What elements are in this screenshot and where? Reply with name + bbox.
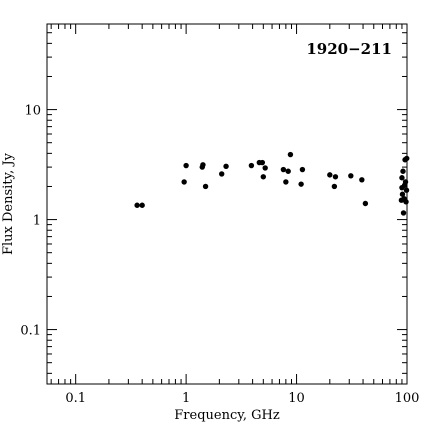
data-point — [331, 183, 338, 190]
data-point — [327, 172, 333, 178]
data-point — [219, 171, 225, 177]
data-point — [399, 175, 405, 181]
data-point — [181, 179, 187, 185]
data-point — [259, 159, 266, 166]
data-point — [399, 191, 406, 197]
y-tick-label: 1 — [33, 214, 41, 229]
x-tick-label: 1 — [182, 391, 190, 406]
data-point — [404, 155, 410, 162]
chart-title: 1920−211 — [306, 40, 392, 58]
y-axis-label: Flux Density, Jy — [1, 152, 16, 255]
data-point — [200, 162, 206, 168]
x-axis-tick-labels: 0.1 1 10 100 — [65, 391, 419, 406]
data-point — [134, 202, 140, 208]
y-axis-tick-labels: 0.1 1 10 — [20, 104, 41, 339]
data-point — [262, 165, 268, 171]
data-point — [285, 168, 291, 174]
data-point — [400, 210, 407, 216]
data-point — [139, 202, 145, 208]
plot-frame — [46, 23, 408, 385]
x-tick-label: 10 — [288, 391, 305, 406]
data-point — [332, 174, 339, 180]
y-tick-label: 10 — [24, 104, 41, 119]
data-point — [359, 177, 365, 183]
data-point — [183, 162, 189, 169]
data-point — [287, 151, 294, 158]
data-point — [400, 168, 406, 174]
data-point — [298, 181, 304, 187]
data-point — [402, 179, 409, 185]
data-point — [283, 179, 289, 185]
data-point — [260, 174, 267, 180]
data-point — [348, 173, 354, 179]
x-axis-label: Frequency, GHz — [174, 408, 280, 423]
data-points — [134, 151, 410, 216]
data-point — [403, 187, 410, 193]
data-point — [248, 162, 255, 169]
x-tick-label: 0.1 — [65, 391, 86, 406]
y-axis-ticks — [47, 23, 407, 374]
data-point — [202, 183, 209, 190]
data-point — [299, 166, 306, 173]
x-tick-label: 100 — [395, 391, 420, 406]
y-tick-label: 0.1 — [20, 324, 41, 339]
data-point — [280, 166, 287, 173]
data-point — [403, 199, 409, 205]
x-axis-ticks — [50, 24, 408, 384]
data-point — [362, 200, 369, 207]
data-point — [223, 163, 229, 170]
